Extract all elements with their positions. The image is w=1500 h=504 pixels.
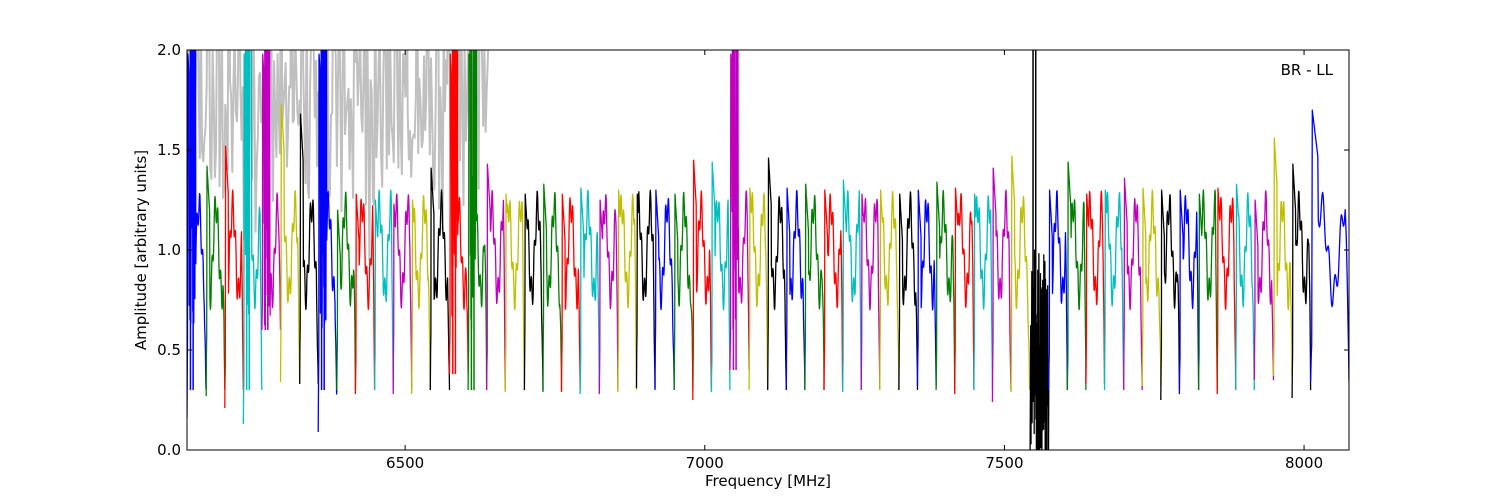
sub-band-line bbox=[1010, 155, 1031, 393]
sub-band-line bbox=[542, 183, 563, 393]
sub-band-line bbox=[299, 113, 319, 385]
sub-band-line bbox=[1123, 177, 1143, 391]
sub-band-line bbox=[692, 159, 713, 401]
sub-band-line bbox=[504, 193, 526, 393]
sub-band-line bbox=[1291, 163, 1312, 399]
ticks-layer: 6500 7000 7500 8000 0.0 0.5 1.0 1.5 2.0 bbox=[157, 41, 1349, 472]
sub-band-line bbox=[804, 183, 825, 391]
sub-band-line bbox=[935, 181, 956, 391]
sub-band-line bbox=[710, 161, 731, 393]
sub-band-line bbox=[954, 187, 975, 395]
sub-band-line bbox=[860, 193, 881, 391]
x-tick-label: 7000 bbox=[686, 454, 724, 472]
sub-band-line bbox=[1085, 190, 1106, 385]
sub-band-line bbox=[635, 189, 656, 389]
sub-band-line bbox=[1141, 187, 1162, 387]
sub-band-line bbox=[354, 193, 376, 395]
series-layer bbox=[187, 50, 1349, 450]
sub-band-line bbox=[598, 194, 619, 395]
sub-band-line bbox=[429, 167, 451, 391]
sub-band-line bbox=[373, 189, 394, 391]
sub-band-line bbox=[767, 157, 787, 391]
sub-band-line bbox=[279, 103, 301, 383]
sub-band-line bbox=[224, 145, 244, 409]
sub-band-line bbox=[1160, 189, 1181, 401]
sub-band-line bbox=[1272, 137, 1293, 377]
sub-band-line bbox=[1066, 161, 1087, 391]
sub-band-line bbox=[560, 193, 581, 393]
sub-band-line bbox=[785, 187, 806, 391]
sub-band-line bbox=[1178, 189, 1200, 395]
y-tick-label: 1.5 bbox=[157, 141, 181, 159]
x-tick-label: 6500 bbox=[386, 454, 424, 472]
sub-band-line bbox=[1048, 189, 1068, 391]
y-axis-label: Amplitude [arbitrary units] bbox=[132, 150, 150, 350]
sub-band-line bbox=[411, 195, 431, 395]
y-tick-label: 0.0 bbox=[157, 441, 181, 459]
sub-band-line bbox=[617, 189, 638, 393]
x-axis-label: Frequency [MHz] bbox=[705, 472, 831, 490]
sub-band-line bbox=[205, 165, 226, 397]
sub-band-line bbox=[392, 193, 413, 395]
sub-band-line bbox=[823, 189, 844, 391]
sub-band-line bbox=[336, 191, 357, 391]
sub-band-line bbox=[1197, 189, 1218, 391]
sub-band-line bbox=[748, 187, 769, 391]
sub-band-line bbox=[879, 189, 900, 391]
sub-band-line bbox=[485, 163, 506, 391]
sub-band-line bbox=[673, 191, 694, 391]
sub-band-line bbox=[1309, 109, 1349, 383]
y-tick-label: 0.5 bbox=[157, 341, 181, 359]
sub-band-line bbox=[898, 191, 919, 391]
background-series-line bbox=[187, 50, 490, 261]
sub-band-line bbox=[973, 193, 994, 391]
x-tick-label: 8000 bbox=[1285, 454, 1323, 472]
sub-band-line bbox=[523, 190, 544, 391]
y-tick-label: 2.0 bbox=[157, 41, 181, 59]
y-tick-label: 1.0 bbox=[157, 241, 181, 259]
sub-band-line bbox=[1235, 183, 1255, 391]
sub-band-line bbox=[1103, 189, 1125, 391]
annotation-label: BR - LL bbox=[1281, 61, 1334, 79]
sub-band-line bbox=[1253, 190, 1275, 381]
sub-band-line bbox=[1216, 187, 1237, 395]
sub-band-line bbox=[841, 179, 862, 393]
sub-band-line bbox=[654, 189, 675, 391]
sub-band-line bbox=[916, 189, 937, 387]
sub-band-line bbox=[991, 167, 1012, 403]
x-tick-label: 7500 bbox=[985, 454, 1023, 472]
sub-band-line bbox=[579, 187, 600, 395]
